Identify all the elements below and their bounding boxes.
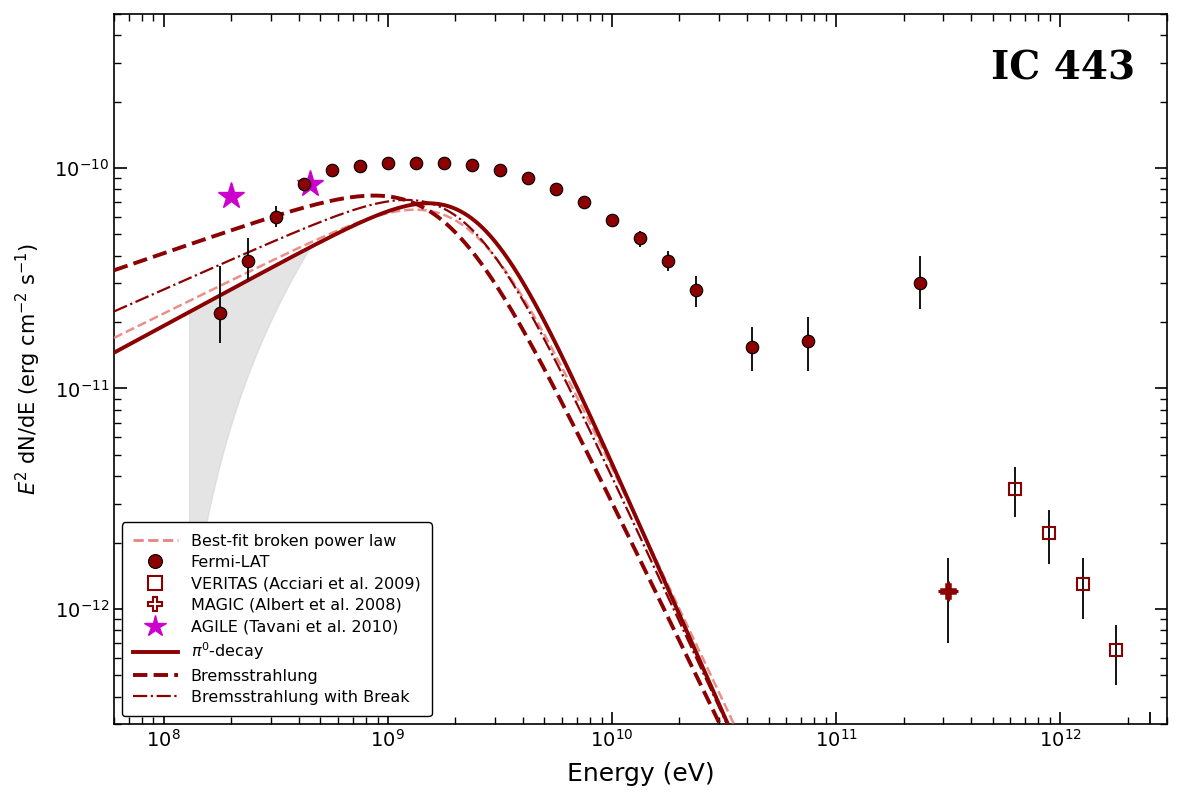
Text: IC 443: IC 443 <box>991 50 1135 87</box>
Legend: Best-fit broken power law, Fermi-LAT, VERITAS (Acciari et al. 2009), MAGIC (Albe: Best-fit broken power law, Fermi-LAT, VE… <box>122 522 431 716</box>
X-axis label: Energy (eV): Energy (eV) <box>567 762 715 786</box>
Y-axis label: $E^2$ dN/dE (erg cm$^{-2}$ s$^{-1}$): $E^2$ dN/dE (erg cm$^{-2}$ s$^{-1}$) <box>14 243 43 495</box>
